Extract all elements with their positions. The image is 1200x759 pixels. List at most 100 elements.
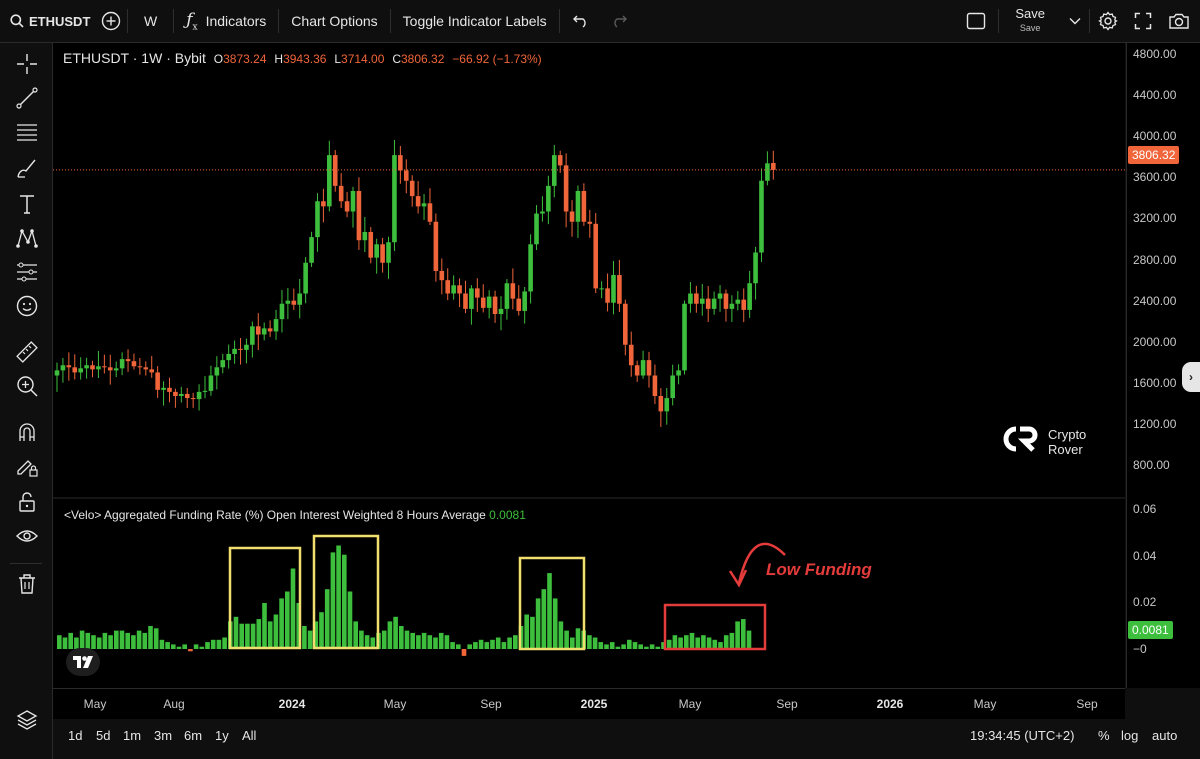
- icon-tool[interactable]: [14, 295, 40, 321]
- object-tree-button[interactable]: [14, 709, 40, 735]
- time-tick-label: 2025: [580, 697, 608, 711]
- lock-drawing-tool[interactable]: [14, 455, 40, 481]
- redo-button[interactable]: [602, 0, 636, 42]
- candle-body: [551, 155, 557, 186]
- percent-toggle[interactable]: %: [1098, 728, 1110, 743]
- clock-timezone[interactable]: 19:34:45 (UTC+2): [970, 728, 1075, 743]
- toolbar-divider: [10, 563, 42, 564]
- snapshot-button[interactable]: [1160, 0, 1200, 42]
- funding-bar: [188, 649, 193, 652]
- funding-bar: [547, 573, 552, 649]
- trend-line-tool[interactable]: [14, 86, 40, 113]
- toolbar-divider: [173, 9, 175, 33]
- candle-body: [84, 365, 89, 369]
- auto-toggle[interactable]: auto: [1152, 728, 1178, 743]
- funding-bar: [62, 637, 68, 649]
- funding-bar: [239, 623, 244, 649]
- funding-bar: [102, 632, 108, 649]
- save-button[interactable]: Save Save: [999, 0, 1061, 42]
- time-tick-label: Sep: [776, 697, 798, 711]
- price-tick-label: 3600.00: [1133, 170, 1177, 185]
- zoom-tool[interactable]: [14, 375, 40, 401]
- range-1m[interactable]: 1m: [123, 728, 142, 743]
- price-tick-label: 1200.00: [1133, 416, 1177, 431]
- scroll-handle[interactable]: ›: [1182, 362, 1200, 392]
- funding-bar: [347, 591, 353, 649]
- smiley-icon: [15, 294, 39, 323]
- low-label: L: [334, 52, 342, 66]
- funding-bar: [729, 632, 735, 649]
- crosshair-tool[interactable]: [14, 53, 40, 79]
- funding-bar: [57, 635, 62, 649]
- chart-options-button[interactable]: Chart Options: [291, 13, 378, 29]
- settings-button[interactable]: [1090, 0, 1126, 42]
- layout-button[interactable]: [954, 0, 998, 42]
- funding-bar: [91, 635, 96, 649]
- funding-bar: [706, 637, 712, 649]
- funding-bar: [416, 635, 421, 649]
- interval-button[interactable]: W: [144, 13, 158, 29]
- prediction-tool[interactable]: [14, 261, 40, 287]
- time-axis[interactable]: May Aug 2024 May Sep 2025 May Sep 2026 May Sep: [53, 688, 1125, 719]
- candle-body: [202, 390, 208, 392]
- funding-bar: [205, 642, 210, 649]
- candle-body: [469, 288, 474, 309]
- candle-body: [226, 353, 231, 361]
- chart-pane[interactable]: [53, 43, 1125, 688]
- candle-body: [332, 155, 338, 186]
- symbol-search-button[interactable]: ETHUSDT: [0, 0, 95, 42]
- funding-bar: [718, 642, 723, 649]
- horizontal-lines-icon: [15, 120, 39, 149]
- funding-bar: [524, 614, 529, 649]
- lock-all-tool[interactable]: [14, 491, 40, 517]
- highlight-box: [228, 546, 302, 650]
- fullscreen-button[interactable]: [1126, 0, 1160, 42]
- brush-tool[interactable]: [14, 157, 40, 183]
- candle-body: [149, 369, 155, 373]
- chart-canvas: [53, 139, 1125, 656]
- legend-title: ETHUSDT · 1W · Bybit: [63, 50, 206, 66]
- funding-bar: [148, 626, 153, 649]
- price-tick-label: 2800.00: [1133, 252, 1177, 267]
- funding-bar: [587, 635, 592, 649]
- magnet-tool[interactable]: [14, 421, 40, 447]
- highlight-box: [312, 534, 380, 650]
- text-tool[interactable]: [14, 193, 40, 219]
- funding-bar: [262, 603, 267, 649]
- funding-bar: [655, 646, 661, 649]
- fib-tool[interactable]: [14, 121, 40, 147]
- candle-body: [255, 326, 261, 335]
- ruler-tool[interactable]: [14, 340, 40, 367]
- undo-icon: [572, 14, 590, 28]
- time-tick-label: Sep: [1076, 697, 1098, 711]
- remove-drawings-tool[interactable]: [14, 573, 40, 599]
- save-menu-button[interactable]: [1061, 0, 1089, 42]
- funding-bar: [695, 637, 700, 649]
- range-all[interactable]: All: [242, 728, 257, 743]
- hide-drawings-tool[interactable]: [14, 525, 40, 551]
- time-tick-label: May: [83, 697, 107, 711]
- undo-button[interactable]: [560, 0, 602, 42]
- pattern-tool[interactable]: [14, 227, 40, 253]
- funding-bar: [467, 644, 472, 649]
- candle-body: [196, 391, 202, 400]
- compare-symbol-button[interactable]: [95, 0, 127, 42]
- funding-bar: [370, 637, 376, 649]
- funding-bar: [353, 621, 358, 649]
- range-6m[interactable]: 6m: [184, 728, 203, 743]
- indicators-button[interactable]: ƒx Indicators: [174, 0, 278, 42]
- candle-body: [421, 203, 427, 207]
- candle-body: [711, 298, 717, 309]
- log-toggle[interactable]: log: [1121, 728, 1139, 743]
- candle-body: [682, 303, 687, 371]
- range-1y[interactable]: 1y: [215, 728, 229, 743]
- candle-body: [208, 375, 214, 391]
- range-5d[interactable]: 5d: [96, 728, 111, 743]
- redo-icon: [610, 14, 628, 28]
- range-3m[interactable]: 3m: [154, 728, 173, 743]
- tradingview-logo[interactable]: [66, 648, 100, 676]
- candle-body: [617, 275, 622, 304]
- open-value: 3873.24: [223, 52, 267, 66]
- range-1d[interactable]: 1d: [68, 728, 83, 743]
- toggle-indicator-labels-button[interactable]: Toggle Indicator Labels: [402, 13, 547, 29]
